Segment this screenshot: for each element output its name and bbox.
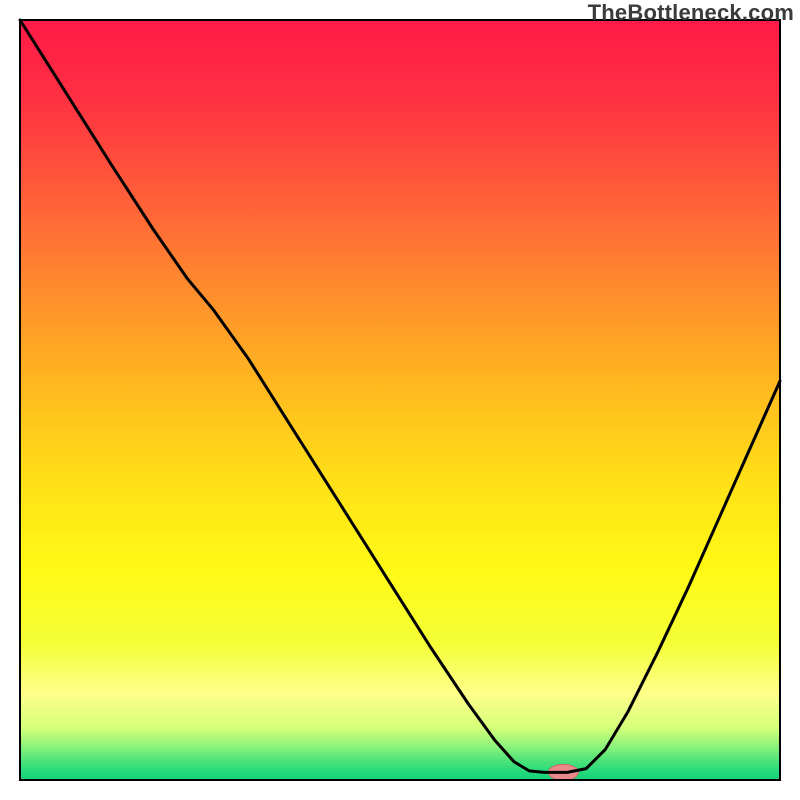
- chart-container: TheBottleneck.com: [0, 0, 800, 800]
- bottleneck-chart: [0, 0, 800, 800]
- chart-background: [20, 20, 780, 780]
- watermark-text: TheBottleneck.com: [588, 0, 794, 26]
